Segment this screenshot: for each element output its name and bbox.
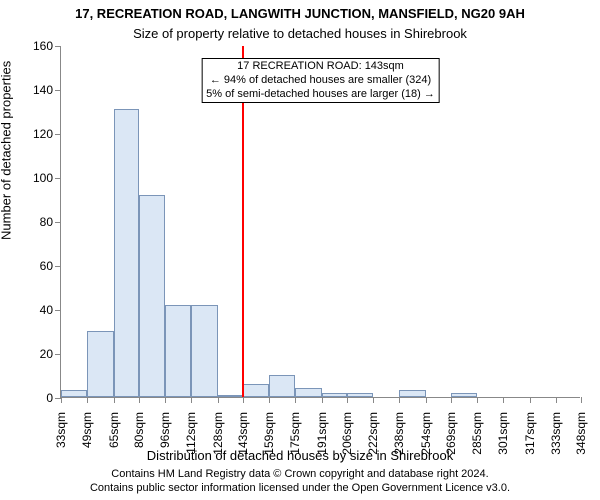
annotation-line3: 5% of semi-detached houses are larger (1… — [206, 88, 435, 102]
y-tick-label: 100 — [33, 171, 53, 185]
x-tick — [295, 397, 296, 403]
x-tick — [426, 397, 427, 403]
x-tick — [218, 397, 219, 403]
annotation-box: 17 RECREATION ROAD: 143sqm← 94% of detac… — [201, 58, 440, 103]
x-tick-label: 80sqm — [132, 412, 146, 448]
y-tick-label: 0 — [46, 391, 53, 405]
histogram-bar — [269, 375, 295, 397]
x-tick — [243, 397, 244, 403]
histogram-bar — [139, 195, 165, 397]
y-tick — [55, 46, 61, 47]
x-tick — [530, 397, 531, 403]
x-tick — [87, 397, 88, 403]
x-tick — [399, 397, 400, 403]
x-tick-label: 65sqm — [107, 412, 121, 448]
histogram-bar — [165, 305, 191, 397]
x-tick — [165, 397, 166, 403]
x-tick-label: 96sqm — [158, 412, 172, 448]
y-tick-label: 80 — [40, 215, 53, 229]
x-tick — [139, 397, 140, 403]
histogram-bar — [87, 331, 113, 397]
x-tick — [477, 397, 478, 403]
x-axis-label: Distribution of detached houses by size … — [0, 448, 600, 463]
x-tick — [61, 397, 62, 403]
y-tick — [55, 310, 61, 311]
y-tick — [55, 134, 61, 135]
footer-attribution: Contains HM Land Registry data © Crown c… — [0, 468, 600, 496]
histogram-bar — [451, 393, 477, 397]
y-tick — [55, 178, 61, 179]
y-tick-label: 60 — [40, 259, 53, 273]
y-tick-label: 40 — [40, 303, 53, 317]
x-tick — [322, 397, 323, 403]
y-tick-label: 120 — [33, 127, 53, 141]
footer-line-1: Contains HM Land Registry data © Crown c… — [0, 468, 600, 482]
chart-title-address: 17, RECREATION ROAD, LANGWITH JUNCTION, … — [0, 6, 600, 21]
plot-area: 02040608010012014016033sqm49sqm65sqm80sq… — [60, 46, 580, 398]
x-tick — [451, 397, 452, 403]
x-tick — [114, 397, 115, 403]
histogram-bar — [399, 390, 425, 397]
y-tick-label: 140 — [33, 83, 53, 97]
histogram-bar — [191, 305, 217, 397]
footer-line-2: Contains public sector information licen… — [0, 482, 600, 496]
histogram-bar — [218, 395, 243, 397]
histogram-bar — [295, 388, 321, 397]
y-tick — [55, 266, 61, 267]
histogram-bar — [114, 109, 139, 397]
histogram-bar — [61, 390, 87, 397]
annotation-line2: ← 94% of detached houses are smaller (32… — [206, 74, 435, 88]
x-tick — [269, 397, 270, 403]
y-tick — [55, 354, 61, 355]
x-tick — [191, 397, 192, 403]
x-tick — [581, 397, 582, 403]
y-axis-label: Number of detached properties — [0, 61, 14, 240]
y-tick-label: 160 — [33, 39, 53, 53]
x-tick-label: 33sqm — [54, 412, 68, 448]
x-tick — [373, 397, 374, 403]
y-tick — [55, 222, 61, 223]
x-tick-label: 49sqm — [80, 412, 94, 448]
annotation-line1: 17 RECREATION ROAD: 143sqm — [206, 60, 435, 74]
histogram-bar — [347, 393, 373, 397]
x-tick — [503, 397, 504, 403]
y-tick — [55, 90, 61, 91]
histogram-bar — [322, 393, 347, 397]
chart-title-subtitle: Size of property relative to detached ho… — [0, 26, 600, 41]
y-tick-label: 20 — [40, 347, 53, 361]
x-tick — [347, 397, 348, 403]
x-tick — [556, 397, 557, 403]
histogram-bar — [243, 384, 269, 397]
